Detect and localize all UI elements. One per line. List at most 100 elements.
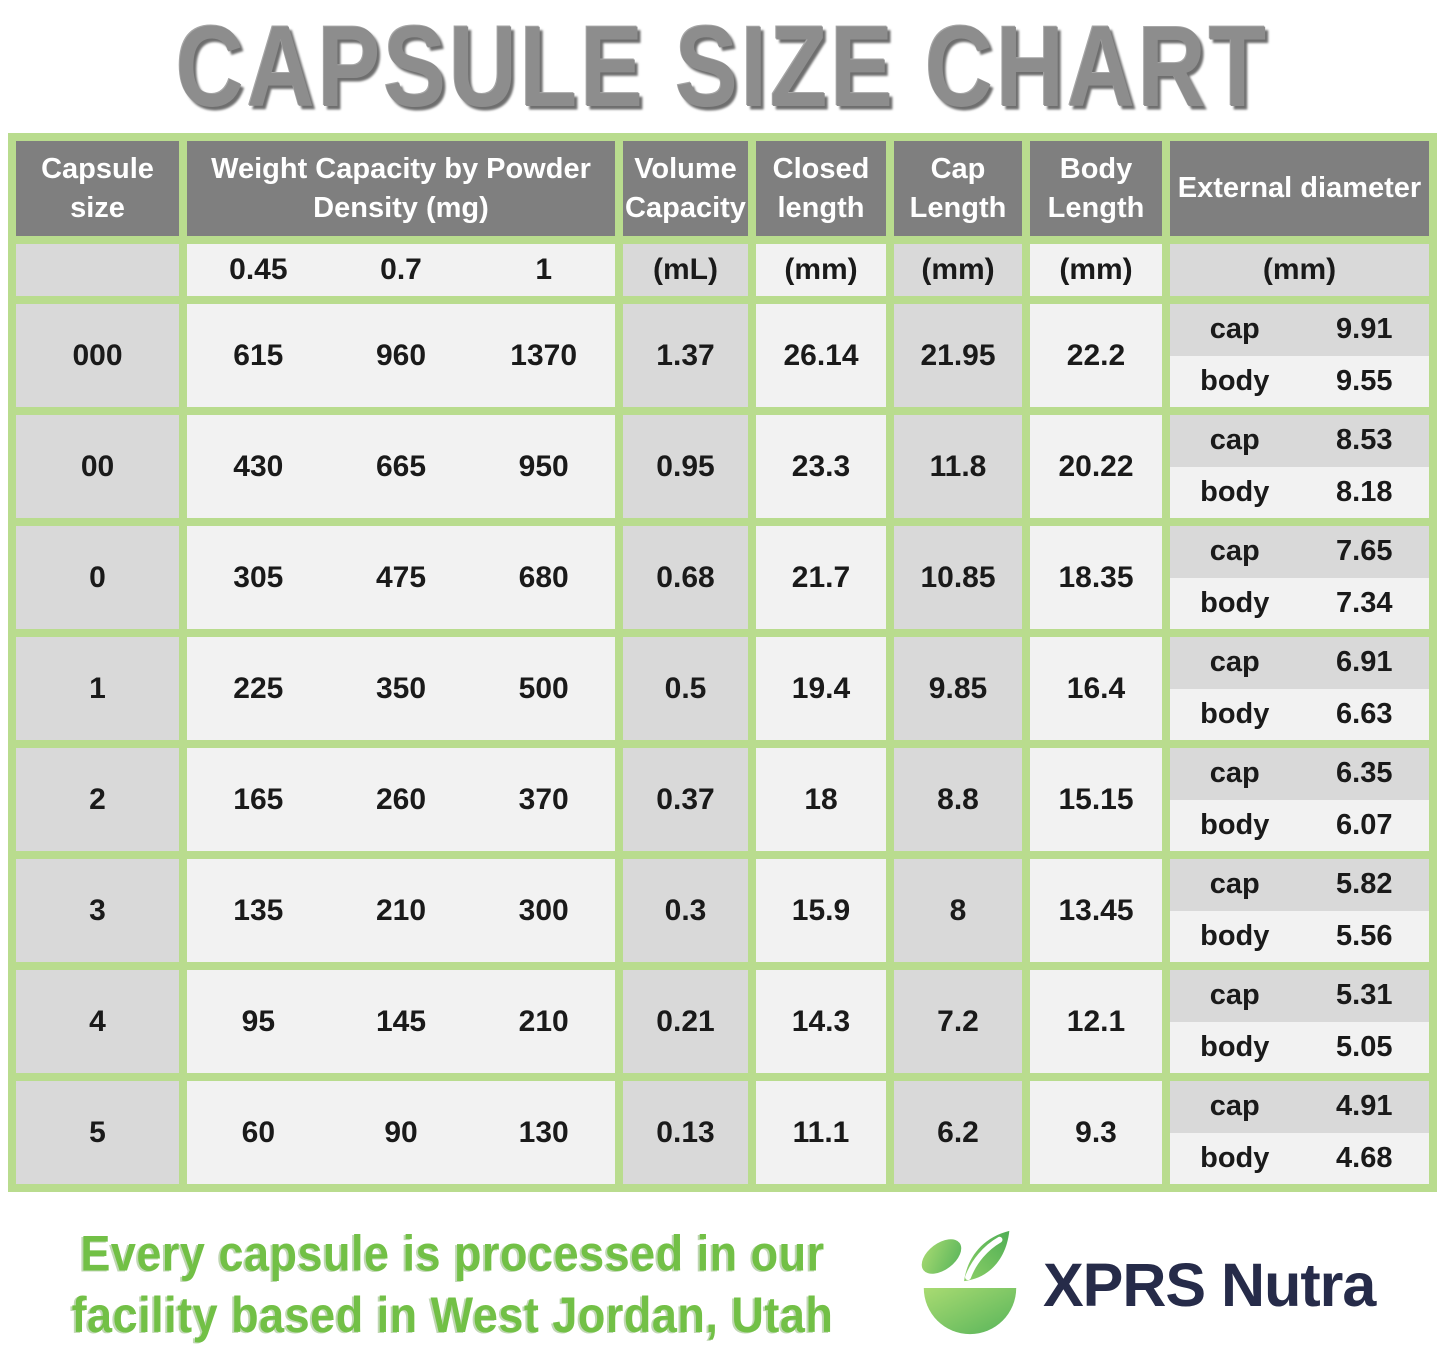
capsule-size-cell: 4 bbox=[16, 970, 179, 1073]
closed-length-cell: 14.3 bbox=[756, 970, 886, 1073]
closed-length-cell: 23.3 bbox=[756, 415, 886, 518]
external-diameter-cell: cap 7.65 body 7.34 bbox=[1170, 526, 1429, 629]
weight-at-1: 130 bbox=[518, 1115, 569, 1149]
external-body-subrow: body 9.55 bbox=[1170, 355, 1429, 407]
body-length-cell: 22.2 bbox=[1030, 304, 1162, 407]
units-cap: (mm) bbox=[894, 244, 1022, 296]
bowl-shape bbox=[923, 1287, 1017, 1335]
body-length-cell: 16.4 bbox=[1030, 637, 1162, 740]
weight-at-07: 90 bbox=[384, 1115, 418, 1149]
capsule-size-cell: 3 bbox=[16, 859, 179, 962]
external-cap-subrow: cap 9.91 bbox=[1170, 304, 1429, 356]
header-body-length: Body Length bbox=[1030, 141, 1162, 236]
capsule-size-cell: 5 bbox=[16, 1081, 179, 1184]
units-volume: (mL) bbox=[623, 244, 748, 296]
weight-at-07: 665 bbox=[375, 449, 427, 483]
brand-name: XPRS Nutra bbox=[1043, 1251, 1376, 1319]
weight-at-07: 210 bbox=[375, 893, 427, 927]
weight-at-07: 350 bbox=[375, 671, 427, 705]
weight-capacity-cell: 305 475 680 bbox=[187, 526, 615, 629]
weight-at-045: 60 bbox=[241, 1115, 276, 1149]
body-sublabel: body bbox=[1200, 586, 1270, 619]
body-length-cell: 9.3 bbox=[1030, 1081, 1162, 1184]
external-body-subrow: body 5.05 bbox=[1170, 1021, 1429, 1073]
cap-length-cell: 11.8 bbox=[894, 415, 1022, 518]
cap-length-cell: 7.2 bbox=[894, 970, 1022, 1073]
closed-length-cell: 21.7 bbox=[756, 526, 886, 629]
weight-at-07: 260 bbox=[375, 782, 427, 816]
weight-at-1: 500 bbox=[518, 671, 569, 705]
external-diameter-cell: cap 4.91 body 4.68 bbox=[1170, 1081, 1429, 1184]
weight-capacity-cell: 165 260 370 bbox=[187, 748, 615, 851]
capsule-size-cell: 1 bbox=[16, 637, 179, 740]
cap-sublabel: cap bbox=[1209, 979, 1260, 1012]
table-row: 2 165 260 370 0.37 18 8.8 15.15 cap 6.35… bbox=[16, 748, 1429, 851]
body-length-cell: 12.1 bbox=[1030, 970, 1162, 1073]
mortar-leaf-logo-icon bbox=[921, 1230, 1017, 1335]
body-length-cell: 15.15 bbox=[1030, 748, 1162, 851]
external-body-value: 6.07 bbox=[1336, 808, 1393, 841]
density-045-label: 0.45 bbox=[229, 253, 288, 286]
cap-sublabel: cap bbox=[1209, 646, 1260, 679]
body-sublabel: body bbox=[1200, 475, 1270, 508]
volume-capacity-cell: 0.13 bbox=[623, 1081, 748, 1184]
external-body-subrow: body 5.56 bbox=[1170, 910, 1429, 962]
external-body-subrow: body 4.68 bbox=[1170, 1132, 1429, 1184]
weight-at-07: 960 bbox=[375, 338, 427, 372]
table-row: 4 95 145 210 0.21 14.3 7.2 12.1 cap 5.31… bbox=[16, 970, 1429, 1073]
closed-length-cell: 15.9 bbox=[756, 859, 886, 962]
weight-at-07: 145 bbox=[375, 1004, 427, 1038]
units-external: (mm) bbox=[1170, 244, 1429, 296]
external-body-value: 8.18 bbox=[1336, 475, 1393, 508]
page-title: CAPSULE SIZE CHART bbox=[175, 1, 1270, 130]
closed-length-cell: 11.1 bbox=[756, 1081, 886, 1184]
table-row: 3 135 210 300 0.3 15.9 8 13.45 cap 5.82 … bbox=[16, 859, 1429, 962]
external-cap-value: 7.65 bbox=[1336, 535, 1393, 568]
cap-sublabel: cap bbox=[1209, 757, 1260, 790]
external-cap-subrow: cap 7.65 bbox=[1170, 526, 1429, 578]
weight-capacity-cell: 430 665 950 bbox=[187, 415, 615, 518]
weight-at-045: 430 bbox=[233, 449, 284, 483]
external-diameter-cell: cap 6.35 body 6.07 bbox=[1170, 748, 1429, 851]
cap-length-cell: 10.85 bbox=[894, 526, 1022, 629]
external-diameter-cell: cap 9.91 body 9.55 bbox=[1170, 304, 1429, 407]
body-sublabel: body bbox=[1200, 1030, 1270, 1063]
weight-at-1: 210 bbox=[518, 1004, 569, 1038]
external-cap-subrow: cap 4.91 bbox=[1170, 1081, 1429, 1133]
external-cap-value: 6.35 bbox=[1336, 757, 1393, 790]
body-length-cell: 13.45 bbox=[1030, 859, 1162, 962]
external-body-value: 9.55 bbox=[1336, 364, 1393, 397]
volume-capacity-cell: 1.37 bbox=[623, 304, 748, 407]
weight-at-045: 165 bbox=[233, 782, 284, 816]
table-header-row: Capsule size Weight Capacity by Powder D… bbox=[16, 141, 1429, 236]
header-cap-length: Cap Length bbox=[894, 141, 1022, 236]
external-cap-value: 5.31 bbox=[1336, 979, 1393, 1012]
external-cap-value: 4.91 bbox=[1336, 1090, 1393, 1123]
weight-at-1: 680 bbox=[518, 560, 569, 594]
table-row: 000 615 960 1370 1.37 26.14 21.95 22.2 c… bbox=[16, 304, 1429, 407]
table-body: 000 615 960 1370 1.37 26.14 21.95 22.2 c… bbox=[16, 304, 1429, 1184]
body-sublabel: body bbox=[1200, 808, 1270, 841]
density-1-label: 1 bbox=[535, 253, 553, 286]
capsule-size-table: Capsule size Weight Capacity by Powder D… bbox=[8, 133, 1437, 1192]
volume-capacity-cell: 0.3 bbox=[623, 859, 748, 962]
cap-length-cell: 8.8 bbox=[894, 748, 1022, 851]
cap-length-cell: 21.95 bbox=[894, 304, 1022, 407]
external-cap-value: 8.53 bbox=[1336, 424, 1393, 457]
weight-at-045: 95 bbox=[241, 1004, 276, 1038]
tagline-line-1: Every capsule is processed in our bbox=[80, 1224, 825, 1282]
external-cap-subrow: cap 5.31 bbox=[1170, 970, 1429, 1022]
facility-tagline: Every capsule is processed in our facili… bbox=[0, 1224, 905, 1347]
external-cap-value: 5.82 bbox=[1336, 868, 1393, 901]
units-density-cell: 0.45 0.7 1 bbox=[187, 244, 615, 296]
weight-at-045: 135 bbox=[233, 893, 284, 927]
body-sublabel: body bbox=[1200, 364, 1270, 397]
weight-at-045: 225 bbox=[233, 671, 284, 705]
weight-at-045: 305 bbox=[233, 560, 284, 594]
body-sublabel: body bbox=[1200, 697, 1270, 730]
external-body-subrow: body 8.18 bbox=[1170, 466, 1429, 518]
cap-sublabel: cap bbox=[1209, 313, 1260, 346]
weight-at-1: 950 bbox=[518, 449, 569, 483]
external-body-subrow: body 6.63 bbox=[1170, 688, 1429, 740]
weight-at-1: 1370 bbox=[510, 338, 578, 372]
